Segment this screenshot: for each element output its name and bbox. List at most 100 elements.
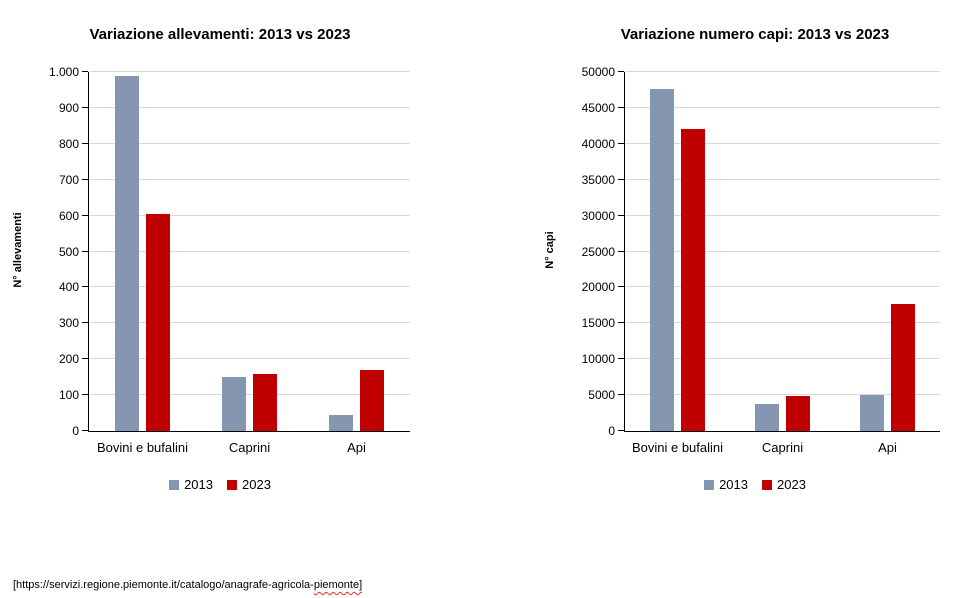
x-category-label: Api [347,440,366,455]
y-tick-label: 0 [608,424,615,438]
gridline [625,358,940,360]
y-axis-tick [618,322,624,324]
y-axis-tick [618,250,624,252]
y-tick-label: 500 [58,244,79,259]
plot-area: 0 5000 10000 15000 20000 25000 30000 35000 40000… [582,65,940,455]
y-tick-label: 800 [58,136,79,151]
y-axis-tick [82,106,88,108]
bar-2023-bovini-e-bufalini [680,129,705,431]
x-category-label: Bovini e bufalini [96,440,189,455]
chart-title: Variazione numero capi: 2013 vs 2023 [620,26,890,43]
chart-numero-capi: Variazione numero capi: 2013 vs 2023 N° … [478,0,957,520]
y-axis-tick [82,71,88,72]
gridline [89,106,410,108]
bar-2023-api [891,303,915,431]
y-axis-tick [618,286,624,288]
bar-2023-bovini-e-bufalini [145,213,170,431]
gridline [89,178,410,180]
y-axis-tick [618,214,624,216]
y-tick-label: 35000 [581,172,615,187]
x-category-label: Api [878,440,897,455]
y-tick-label: 0 [72,424,79,438]
x-category-label: Caprini [228,440,271,455]
source-url-prefix: [https://servizi.regione.piemonte.it/cat… [13,579,314,591]
y-axis-tick [618,430,624,431]
y-axis-tick [618,394,624,396]
gridline [89,322,410,324]
gridline [625,142,940,144]
source-url-flagged-word: piemonte] [313,579,363,591]
legend-label: 2023 [777,477,806,492]
y-tick-label: 1.000 [48,65,79,79]
y-tick-label: 900 [58,100,79,115]
y-tick-label: 100 [58,388,79,403]
gridline [89,286,410,288]
gridline [625,178,940,180]
legend-item-2023: 2023 [227,477,271,492]
legend-label: 2023 [242,477,271,492]
gridline [625,250,940,252]
gridline [89,142,410,144]
bar-2023-caprini [253,374,277,431]
legend: 2013 2023 [545,477,957,492]
y-axis-tick [618,358,624,360]
y-tick-label: 45000 [581,100,615,115]
y-tick-label: 700 [58,172,79,187]
bar-2023-api [360,369,384,431]
y-tick-label: 600 [58,208,79,223]
legend-item-2013: 2013 [704,477,748,492]
gridline [625,214,940,216]
y-tick-label: 30000 [581,208,615,223]
x-category-label: Caprini [761,440,804,455]
y-tick-label: 5000 [588,388,615,403]
y-axis-tick [82,178,88,180]
gridline [89,394,410,396]
chart-title: Variazione allevamenti: 2013 vs 2023 [89,26,351,43]
bar-2023-caprini [786,395,810,431]
y-tick-label: 300 [58,316,79,331]
bar-2013-api [329,414,353,431]
y-axis-tick [82,358,88,360]
bar-2013-api [860,395,884,431]
y-tick-label: 50000 [581,65,615,79]
y-axis-tick [82,142,88,144]
y-axis-tick [82,286,88,288]
y-axis-tick [82,322,88,324]
gridline [89,71,410,72]
gridline [625,71,940,72]
bar-2013-caprini [222,377,246,431]
y-tick-label: 25000 [581,244,615,259]
legend-item-2013: 2013 [169,477,213,492]
bar-2013-bovini-e-bufalini [114,75,139,431]
y-axis-tick [618,178,624,180]
y-tick-label: 40000 [581,136,615,151]
legend-swatch-2023 [227,479,237,490]
gridline [89,214,410,216]
y-tick-label: 15000 [581,316,615,331]
y-axis-tick [618,106,624,108]
y-tick-label: 400 [58,280,79,295]
y-tick-label: 200 [58,352,79,367]
legend-swatch-2023 [762,479,772,490]
gridline [89,358,410,360]
plot-area: 0 100 200 300 400 500 600 700 800 900 1.000 Bovini … [49,65,410,455]
legend: 2013 2023 [10,477,430,492]
y-axis-tick [82,430,88,431]
chart-allevamenti: Variazione allevamenti: 2013 vs 2023 N° … [0,0,478,520]
y-tick-label: 10000 [581,352,615,367]
source-url: [https://servizi.regione.piemonte.it/cat… [13,579,362,591]
y-tick-label: 20000 [581,280,615,295]
gridline [625,106,940,108]
bar-2013-caprini [755,404,779,431]
legend-swatch-2013 [169,479,180,490]
gridline [89,250,410,252]
y-axis-tick [82,394,88,396]
x-category-label: Bovini e bufalini [631,440,724,455]
y-axis-tick [82,250,88,252]
y-axis-tick [618,71,624,72]
bar-2013-bovini-e-bufalini [649,88,674,431]
y-axis-tick [618,142,624,144]
legend-swatch-2013 [704,479,715,490]
gridline [625,286,940,288]
